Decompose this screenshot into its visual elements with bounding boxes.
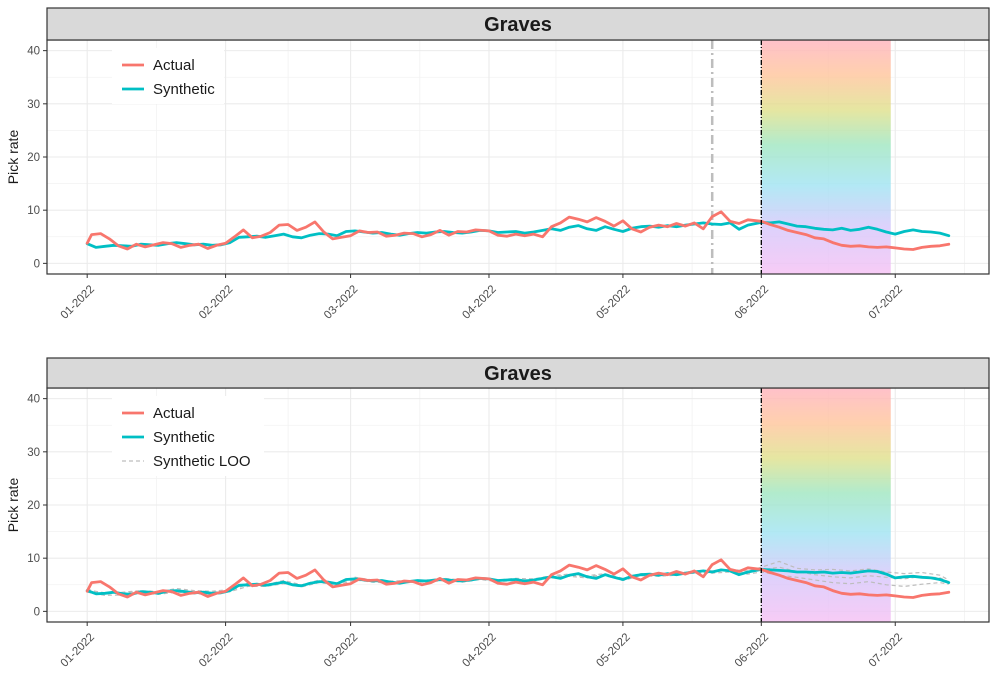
legend-label: Synthetic (153, 429, 215, 446)
y-tick-label: 10 (27, 205, 40, 217)
series-line-synthetic (85, 220, 951, 249)
facet-strip-title: Graves (484, 363, 552, 385)
series-line-actual (85, 558, 951, 599)
y-tick-label: 20 (27, 500, 40, 512)
y-tick-label: 0 (34, 606, 40, 618)
x-tick-label: 02-2022 (197, 283, 235, 321)
chart-panel-1: Graves 0 10 20 30 40 01-2022 02-2022 03-2022 04-2… (5, 7, 990, 322)
y-tick-label: 30 (27, 447, 40, 459)
x-tick-label: 06-2022 (733, 631, 771, 669)
y-tick-label: 10 (27, 553, 40, 565)
y-axis-title: Pick rate (5, 130, 21, 185)
x-tick-label: 03-2022 (322, 283, 360, 321)
legend-label: Synthetic LOO (153, 453, 251, 470)
legend-label: Actual (153, 57, 195, 74)
x-tick-label: 03-2022 (322, 631, 360, 669)
legend-box (112, 48, 224, 104)
x-tick-label: 02-2022 (197, 631, 235, 669)
chart-panel-2: Graves 0 10 20 30 40 01-2022 02-2022 03-2022 04-2… (5, 357, 990, 670)
x-tick-label: 05-2022 (594, 631, 632, 669)
series-line-actual (85, 210, 951, 251)
series-line-synthetic (85, 568, 951, 596)
treatment-period-band (761, 40, 891, 274)
treatment-period-band (761, 388, 891, 622)
x-tick-label: 06-2022 (733, 283, 771, 321)
y-tick-label: 0 (34, 258, 40, 270)
y-tick-label: 40 (27, 394, 40, 406)
y-tick-label: 20 (27, 152, 40, 164)
x-tick-label: 04-2022 (460, 631, 498, 669)
facet-strip (46, 7, 990, 41)
legend-label: Actual (153, 405, 195, 422)
y-axis-title: Pick rate (5, 478, 21, 533)
x-tick-label: 01-2022 (59, 631, 97, 669)
legend-label: Synthetic (153, 81, 215, 98)
x-tick-label: 07-2022 (867, 283, 905, 321)
x-tick-label: 05-2022 (594, 283, 632, 321)
x-tick-label: 04-2022 (460, 283, 498, 321)
x-tick-label: 01-2022 (59, 283, 97, 321)
y-tick-label: 40 (27, 46, 40, 58)
y-tick-label: 30 (27, 99, 40, 111)
facet-strip (46, 357, 990, 389)
x-tick-label: 07-2022 (867, 631, 905, 669)
facet-strip-title: Graves (484, 14, 552, 36)
